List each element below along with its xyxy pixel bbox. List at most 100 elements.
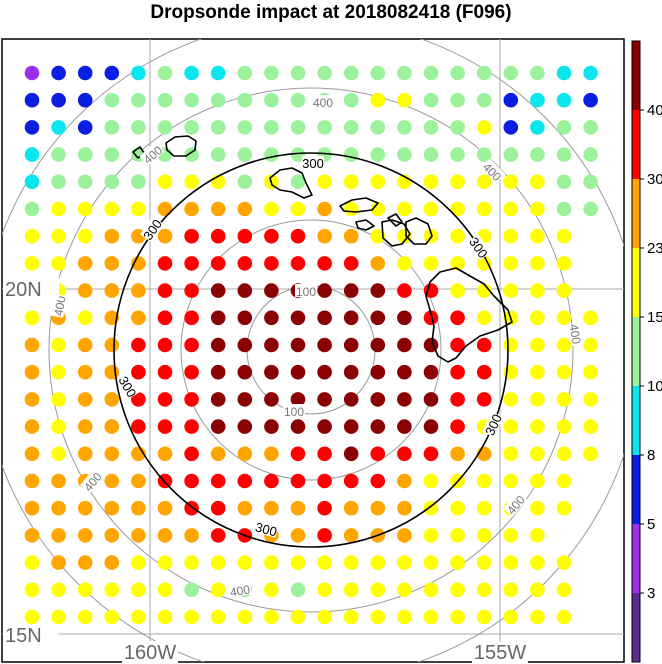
data-point [184, 582, 199, 598]
data-point [157, 609, 173, 625]
data-point [157, 446, 173, 462]
data-point [77, 228, 93, 244]
colorbar-label: 23 [647, 240, 662, 257]
data-point [556, 256, 572, 271]
data-point [104, 256, 120, 271]
data-point [24, 65, 40, 81]
data-point [370, 419, 386, 434]
data-point [503, 392, 519, 407]
data-point [131, 283, 146, 298]
data-point [476, 364, 492, 380]
data-point [264, 337, 279, 353]
data-point [184, 174, 199, 190]
data-point [530, 555, 545, 570]
plot-frame [1, 38, 625, 663]
data-point [476, 256, 492, 271]
data-point [343, 473, 359, 489]
data-point [343, 609, 359, 625]
axis-label-bg [3, 624, 59, 646]
data-point [317, 201, 332, 217]
data-point [530, 337, 545, 353]
range-ring [180, 219, 442, 481]
data-point [237, 256, 253, 271]
data-point [450, 419, 465, 434]
ring-label-bg [79, 468, 104, 494]
data-point [503, 446, 519, 462]
data-point [317, 174, 332, 190]
data-point [583, 147, 598, 162]
data-point [131, 337, 146, 353]
data-point [556, 337, 572, 353]
chart-title: Dropsonde impact at 2018082418 (F096) [150, 2, 512, 23]
colorbar-segment [632, 386, 640, 456]
data-point [530, 147, 545, 162]
data-point [556, 419, 572, 434]
data-point [210, 582, 226, 598]
data-point [237, 419, 253, 434]
data-point [77, 310, 93, 326]
data-point [343, 256, 359, 271]
data-point [77, 392, 93, 407]
data-point [503, 419, 519, 434]
colorbar-frame [631, 40, 641, 663]
data-point [317, 256, 332, 271]
data-point [370, 609, 386, 625]
data-point [317, 528, 332, 543]
data-point [583, 174, 598, 190]
data-point [290, 555, 306, 570]
data-point [157, 337, 173, 353]
data-point [77, 419, 93, 434]
data-point [450, 310, 465, 326]
data-point [77, 528, 93, 543]
ring-label-bg [295, 284, 317, 297]
data-point [370, 446, 386, 462]
data-point [450, 364, 465, 380]
colorbar-segment [632, 248, 640, 318]
data-point [264, 310, 279, 326]
data-point [237, 147, 253, 162]
data-point [343, 174, 359, 190]
data-point [423, 65, 439, 81]
data-point [237, 392, 253, 407]
data-point [104, 555, 120, 570]
data-point [476, 582, 492, 598]
ring-label-bg [302, 156, 324, 169]
data-point [104, 147, 120, 162]
colorbar-segment [632, 455, 640, 525]
data-point [290, 201, 306, 217]
data-point [530, 92, 545, 108]
data-point [476, 392, 492, 407]
data-point [450, 201, 465, 217]
data-point [370, 310, 386, 326]
data-point [450, 120, 465, 135]
data-point [104, 174, 120, 190]
data-point [184, 528, 199, 543]
y-tick-label: 20N [5, 279, 42, 301]
data-point [210, 555, 226, 570]
data-point [51, 256, 66, 271]
data-point [370, 337, 386, 353]
data-point [51, 555, 66, 570]
data-point [51, 364, 66, 380]
data-point [290, 364, 306, 380]
range-ring [48, 87, 574, 613]
data-point [317, 392, 332, 407]
data-point [317, 555, 332, 570]
data-point [237, 310, 253, 326]
ring-label-400: 400 [51, 295, 68, 317]
data-point [210, 500, 226, 516]
data-point [184, 92, 199, 108]
data-point [210, 337, 226, 353]
data-point [530, 500, 545, 516]
data-point [397, 120, 412, 135]
data-point [184, 555, 199, 570]
data-point [131, 528, 146, 543]
data-point [157, 228, 173, 244]
data-point [24, 310, 40, 326]
ring-label-bg [283, 404, 305, 417]
data-point [317, 310, 332, 326]
colorbar-segment [632, 110, 640, 180]
data-point [556, 392, 572, 407]
data-point [77, 609, 93, 625]
